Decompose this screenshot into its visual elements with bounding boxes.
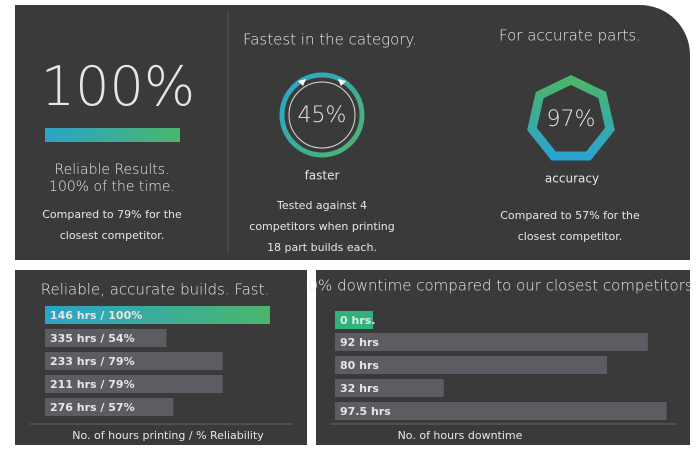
heading: 100% of the time. bbox=[49, 179, 175, 195]
value-label: 92 hrs bbox=[340, 336, 379, 349]
value-label: 0 hrs. bbox=[340, 314, 375, 327]
gradient-bar bbox=[45, 128, 180, 142]
x-axis-label: No. of hours downtime bbox=[398, 429, 523, 442]
x-axis-label: No. of hours printing / % Reliability bbox=[72, 429, 264, 442]
caption: faster bbox=[305, 169, 340, 183]
heading: Reliable Results. bbox=[55, 162, 170, 178]
value-label: 97.5 hrs bbox=[340, 405, 391, 418]
top-panel bbox=[15, 5, 690, 260]
bar bbox=[45, 352, 223, 370]
ring-inner bbox=[288, 81, 356, 149]
value-label: 335 hrs / 54% bbox=[50, 332, 135, 345]
bar bbox=[335, 379, 444, 397]
gauge-value: 97% bbox=[547, 107, 596, 132]
bar bbox=[335, 356, 607, 374]
label-background bbox=[335, 311, 373, 329]
chart-title: Reliable, accurate builds. Fast. bbox=[41, 281, 270, 299]
value-label: 211 hrs / 79% bbox=[50, 378, 135, 391]
caption: accuracy bbox=[545, 172, 599, 186]
section-title: For accurate parts. bbox=[499, 27, 641, 45]
value-label: 32 hrs bbox=[340, 382, 379, 395]
note: Compared to 79% for the bbox=[42, 208, 182, 221]
chart-title: 0% downtime compared to our closest comp… bbox=[309, 277, 698, 295]
ring bbox=[279, 72, 365, 158]
big-number: 100% bbox=[41, 55, 195, 118]
note: Compared to 57% for the bbox=[500, 209, 640, 222]
bar bbox=[45, 306, 270, 324]
note: closest competitor. bbox=[60, 229, 165, 242]
note: competitors when printing bbox=[249, 220, 394, 233]
bar bbox=[45, 329, 167, 347]
value-label: 146 hrs / 100% bbox=[50, 309, 142, 322]
heptagon bbox=[527, 75, 615, 161]
value-label: 233 hrs / 79% bbox=[50, 355, 135, 368]
bar bbox=[335, 402, 667, 420]
note: Tested against 4 bbox=[276, 199, 367, 212]
bar bbox=[335, 333, 648, 351]
bar bbox=[45, 398, 174, 416]
bar bbox=[45, 375, 223, 393]
gauge-value: 45% bbox=[298, 103, 347, 128]
value-label: 276 hrs / 57% bbox=[50, 401, 135, 414]
note: 18 part builds each. bbox=[267, 241, 377, 254]
section-title: Fastest in the category. bbox=[243, 31, 417, 49]
note: closest competitor. bbox=[518, 230, 623, 243]
value-label: 80 hrs bbox=[340, 359, 379, 372]
ring-markers bbox=[298, 79, 346, 86]
